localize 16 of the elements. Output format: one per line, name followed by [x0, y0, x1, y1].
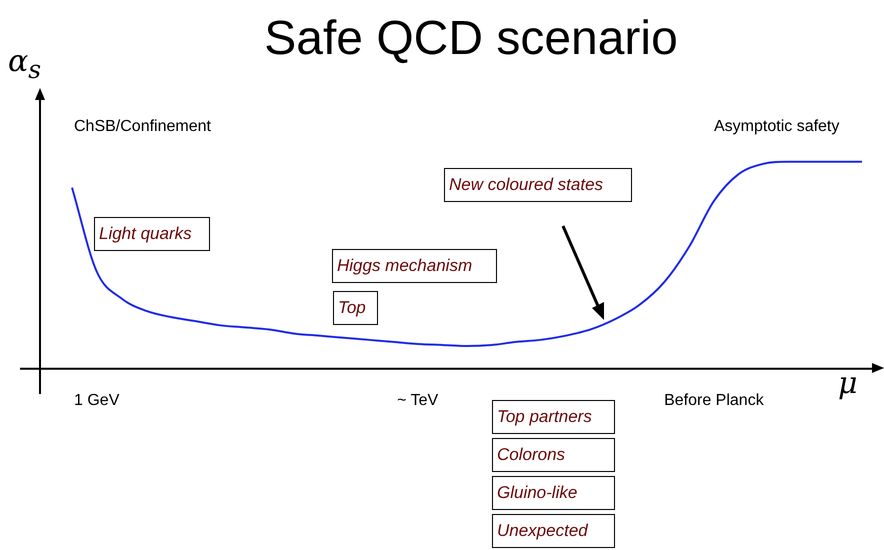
- chart-title: Safe QCD scenario: [264, 12, 678, 66]
- text: Asymptotic safety: [714, 118, 840, 136]
- x-axis-title: μ: [838, 366, 858, 401]
- text: Top partners: [492, 400, 615, 434]
- x-tick-label: 1 GeV: [74, 392, 120, 409]
- annotation: New coloured states: [444, 168, 632, 202]
- text: ChSB/Confinement: [74, 118, 211, 136]
- text: Colorons: [492, 438, 615, 472]
- text: Unexpected: [492, 514, 615, 548]
- x-tick-label: ~ TeV: [397, 392, 438, 409]
- text: Gluino-like: [492, 476, 615, 510]
- annotation: Light quarks: [94, 217, 210, 251]
- annotation: Top: [333, 291, 378, 325]
- y-axis-title: α$_{s}$: [8, 44, 42, 84]
- x-tick-label: Before Planck: [664, 392, 765, 409]
- annotation: Higgs mechanism: [332, 249, 497, 283]
